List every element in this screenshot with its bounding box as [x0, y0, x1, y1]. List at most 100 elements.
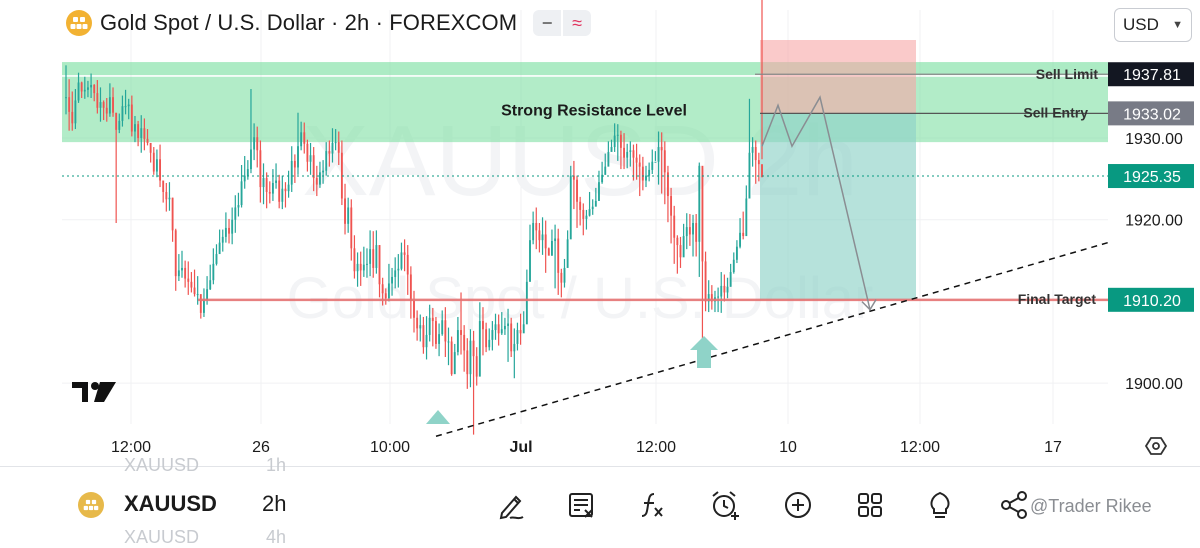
candle-body	[735, 246, 738, 260]
candle-body	[228, 227, 230, 234]
candle-body	[130, 104, 133, 132]
candle-body	[673, 215, 676, 238]
candle-body	[300, 132, 303, 147]
indicator-icon[interactable]	[632, 485, 672, 525]
share-icon[interactable]	[994, 485, 1034, 525]
candle-body	[309, 155, 312, 162]
candle-body	[745, 198, 748, 237]
candle-body	[441, 320, 444, 335]
candle-body	[181, 267, 183, 271]
candle-body	[347, 207, 350, 224]
candle-body	[337, 142, 340, 153]
wave-icon[interactable]: ≈	[563, 10, 592, 36]
time-tick-label: 10:00	[370, 439, 410, 456]
candle-body	[340, 152, 343, 199]
candle-body	[591, 206, 594, 210]
candle-body	[560, 272, 563, 283]
candle-body	[177, 270, 180, 277]
candle-body	[134, 124, 136, 132]
candle-body	[206, 289, 209, 300]
candle-body	[466, 350, 469, 375]
stop-loss-zone	[760, 40, 916, 114]
candle-body	[96, 93, 99, 108]
candle-body	[641, 166, 644, 181]
candle-body	[726, 286, 729, 293]
note-icon[interactable]	[562, 485, 602, 525]
candle-body	[698, 165, 701, 242]
candle-body	[325, 151, 328, 171]
candle-body	[384, 293, 387, 299]
candle-body	[118, 120, 121, 130]
candle-body	[218, 242, 221, 255]
resistance-zone	[62, 76, 1108, 143]
indicator-toggle[interactable]: − ≈	[533, 10, 592, 36]
candle-body	[90, 84, 93, 88]
candle-body	[193, 287, 196, 295]
candle-body	[626, 151, 629, 158]
candle-body	[529, 240, 531, 282]
timeframe[interactable]: 2h	[262, 491, 287, 516]
candle-body	[344, 198, 346, 224]
candle-body	[685, 227, 688, 237]
candle-body	[190, 281, 193, 288]
candle-body	[654, 161, 657, 163]
candle-body	[297, 146, 299, 168]
add-icon[interactable]	[778, 485, 818, 525]
settings-icon[interactable]	[1144, 437, 1168, 455]
candle-body	[221, 236, 224, 243]
candle-body	[65, 97, 67, 99]
candle-body	[237, 205, 240, 208]
candle-body	[121, 106, 124, 121]
settings-icon-dot	[1152, 442, 1160, 450]
candle-body	[372, 249, 375, 268]
sell-limit-band	[62, 62, 1108, 76]
candle-body	[187, 278, 190, 282]
candle-body	[108, 97, 111, 114]
time-axis: 12:00 26 10:00 Jul 12:00 10 12:00 17	[111, 437, 1168, 456]
price-chart[interactable]: XAUUSD 2h Gold Spot / U.S. Dollar Strong…	[0, 0, 1200, 466]
candle-body	[331, 142, 334, 154]
candle-body	[275, 180, 277, 183]
candle-body	[588, 209, 591, 216]
minus-icon[interactable]: −	[533, 10, 562, 36]
candle-body	[485, 329, 488, 348]
time-tick-label: Jul	[509, 439, 532, 456]
draw-icon[interactable]	[492, 485, 532, 525]
ghost-symbol-below: XAUUSD	[124, 527, 200, 547]
candle-body	[99, 102, 102, 108]
price-tag-label: 1925.35	[1123, 169, 1181, 186]
candle-body	[453, 352, 456, 375]
candle-body	[450, 341, 453, 375]
gold-coin-icon	[78, 492, 104, 518]
candle-body	[366, 263, 368, 265]
candle-body	[306, 143, 309, 162]
price-level-label: Sell Limit	[1036, 66, 1099, 82]
candle-body	[657, 147, 660, 162]
candle-body	[723, 285, 726, 293]
candle-body	[328, 151, 331, 154]
alert-icon[interactable]	[706, 485, 746, 525]
candle-body	[431, 317, 434, 322]
candle-body	[381, 284, 384, 294]
symbol-name[interactable]: XAUUSD	[124, 491, 217, 516]
candle-body	[174, 230, 177, 277]
candle-body	[102, 102, 105, 108]
price-tag-label: 1910.20	[1123, 293, 1181, 310]
candle-body	[460, 330, 462, 335]
candle-body	[510, 323, 513, 352]
price-tag-label: 1937.81	[1123, 67, 1181, 84]
chart-title-bar[interactable]: Gold Spot / U.S. Dollar · 2h · FOREXCOM …	[66, 10, 592, 36]
currency-select[interactable]: USD ▼	[1114, 8, 1192, 42]
candle-body	[137, 124, 140, 139]
time-tick-label: 12:00	[636, 439, 676, 456]
candle-body	[720, 285, 723, 297]
idea-icon[interactable]	[920, 485, 960, 525]
candle-body	[594, 200, 597, 207]
candle-body	[707, 294, 710, 302]
price-axis: 1900.00 1920.00 1930.00 1937.81 1933.02 1925.…	[1108, 62, 1194, 393]
candle-body	[278, 180, 281, 202]
layout-icon[interactable]	[850, 485, 890, 525]
settings-icon-hex	[1144, 437, 1168, 455]
author-credit: @Trader Rikee	[1030, 496, 1152, 516]
chevron-down-icon: ▼	[1172, 19, 1183, 31]
